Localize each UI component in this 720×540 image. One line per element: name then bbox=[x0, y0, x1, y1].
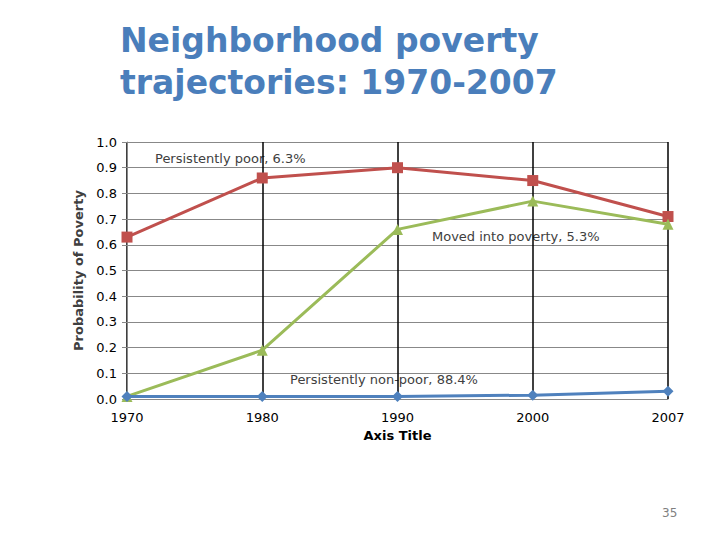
svg-text:2007: 2007 bbox=[651, 410, 684, 425]
svg-text:2000: 2000 bbox=[516, 410, 549, 425]
svg-text:1980: 1980 bbox=[246, 410, 279, 425]
svg-text:1.0: 1.0 bbox=[96, 135, 117, 150]
svg-text:0.6: 0.6 bbox=[96, 237, 117, 252]
svg-text:trajectories: 1970-2007: trajectories: 1970-2007 bbox=[120, 63, 558, 102]
svg-text:0.7: 0.7 bbox=[96, 212, 117, 227]
svg-text:Moved into poverty, 5.3%: Moved into poverty, 5.3% bbox=[432, 229, 600, 244]
svg-text:0.9: 0.9 bbox=[96, 160, 117, 175]
svg-text:Persistently non-poor, 88.4%: Persistently non-poor, 88.4% bbox=[290, 372, 478, 387]
svg-text:Persistently poor, 6.3%: Persistently poor, 6.3% bbox=[155, 151, 306, 166]
svg-text:0.4: 0.4 bbox=[96, 289, 117, 304]
svg-text:0.3: 0.3 bbox=[96, 314, 117, 329]
svg-text:0.0: 0.0 bbox=[96, 392, 117, 407]
svg-text:0.2: 0.2 bbox=[96, 340, 117, 355]
svg-text:0.1: 0.1 bbox=[96, 366, 117, 381]
svg-text:1970: 1970 bbox=[110, 410, 143, 425]
svg-text:Axis Title: Axis Title bbox=[364, 428, 432, 443]
svg-text:1990: 1990 bbox=[381, 410, 414, 425]
svg-text:Neighborhood poverty: Neighborhood poverty bbox=[120, 21, 550, 60]
svg-text:0.5: 0.5 bbox=[96, 263, 117, 278]
svg-text:35: 35 bbox=[662, 506, 677, 520]
svg-text:0.8: 0.8 bbox=[96, 186, 117, 201]
svg-text:Probability of Poverty: Probability of Poverty bbox=[71, 190, 86, 351]
